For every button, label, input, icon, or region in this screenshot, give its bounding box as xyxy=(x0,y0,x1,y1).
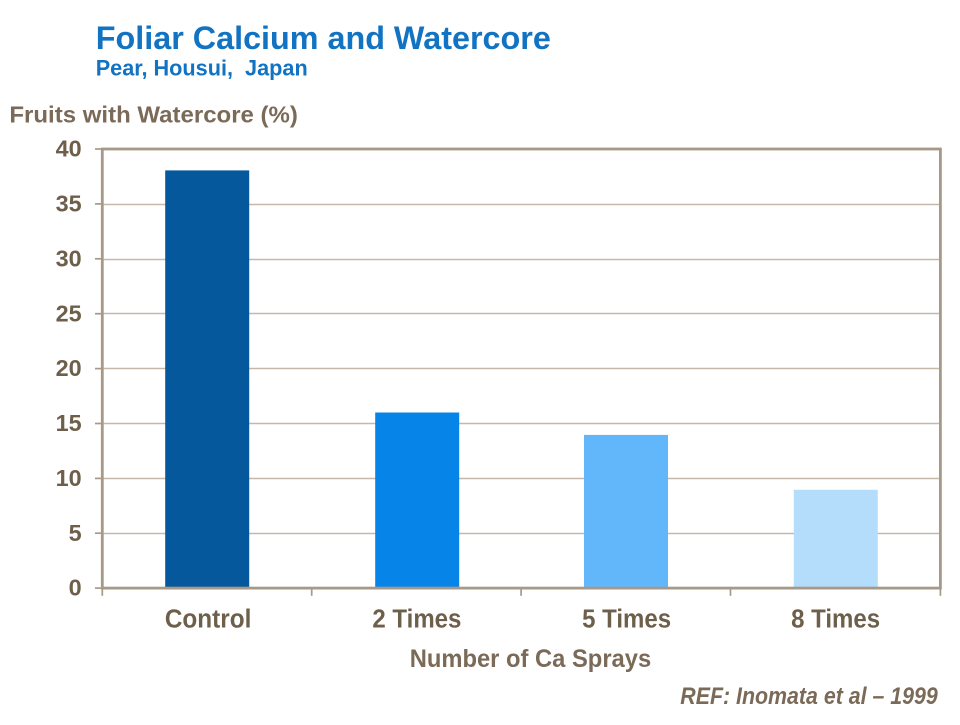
svg-text:30: 30 xyxy=(56,245,82,271)
svg-text:8 Times: 8 Times xyxy=(791,605,880,633)
svg-text:0: 0 xyxy=(69,575,82,601)
svg-text:10: 10 xyxy=(56,465,82,491)
svg-text:Foliar Calcium and Watercore: Foliar Calcium and Watercore xyxy=(96,20,551,56)
svg-text:Number of Ca Sprays: Number of Ca Sprays xyxy=(410,645,652,673)
svg-text:Pear, Housui, Japan: Pear, Housui, Japan xyxy=(96,56,308,81)
svg-text:5 Times: 5 Times xyxy=(582,605,671,633)
svg-text:Fruits with Watercore (%): Fruits with Watercore (%) xyxy=(9,102,298,128)
svg-text:25: 25 xyxy=(56,300,82,326)
svg-text:2 Times: 2 Times xyxy=(372,605,461,633)
svg-text:20: 20 xyxy=(56,355,82,381)
svg-text:40: 40 xyxy=(56,136,82,162)
svg-text:5: 5 xyxy=(69,520,82,546)
svg-text:15: 15 xyxy=(56,410,82,436)
svg-text:Control: Control xyxy=(165,605,252,633)
svg-text:35: 35 xyxy=(56,191,82,217)
svg-text:REF: Inomata et al – 1999: REF: Inomata et al – 1999 xyxy=(680,683,938,710)
